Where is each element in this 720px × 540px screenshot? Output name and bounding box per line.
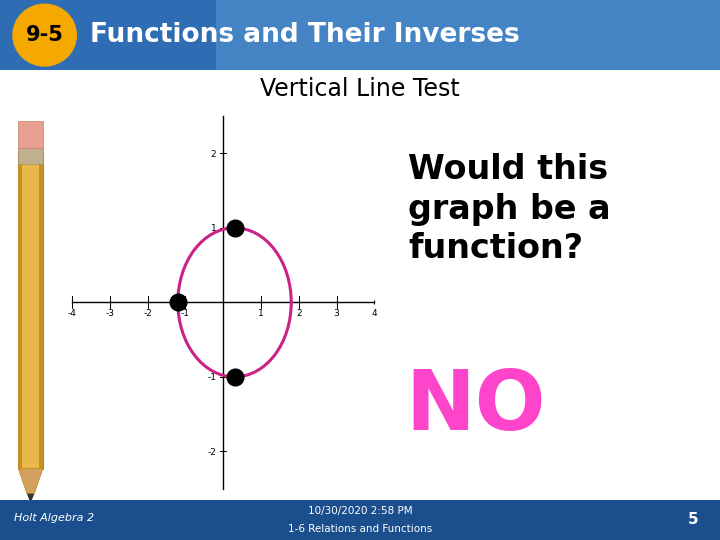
Text: Would this
graph be a
function?: Would this graph be a function? [408, 153, 611, 265]
Bar [19, 121, 43, 148]
Circle shape [13, 4, 76, 66]
Polygon shape [27, 494, 35, 503]
Text: NO: NO [405, 366, 546, 447]
Text: 1-6 Relations and Functions: 1-6 Relations and Functions [288, 524, 432, 534]
Text: Vertical Line Test: Vertical Line Test [260, 77, 460, 101]
Text: 5: 5 [688, 512, 698, 527]
Polygon shape [19, 469, 43, 494]
Bar [216, 0, 720, 70]
Text: Functions and Their Inverses: Functions and Their Inverses [90, 22, 520, 48]
Text: 9-5: 9-5 [26, 25, 63, 45]
Bar [19, 152, 22, 469]
Text: Holt Algebra 2: Holt Algebra 2 [14, 512, 94, 523]
Text: 10/30/2020 2:58 PM: 10/30/2020 2:58 PM [307, 506, 413, 516]
Bar [19, 148, 43, 164]
FancyBboxPatch shape [19, 152, 43, 469]
Bar [39, 152, 43, 469]
